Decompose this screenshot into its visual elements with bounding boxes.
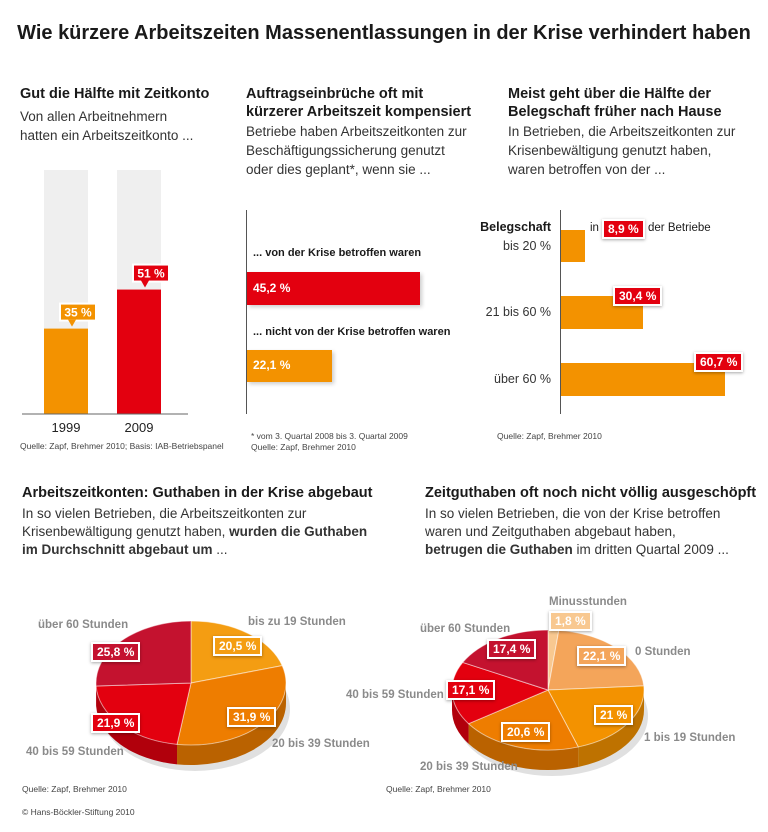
pie2-label-1-19: 1 bis 19 Stunden [644,732,736,744]
panel2-heading-2: kürzerer Arbeitszeit kompensiert [246,104,472,120]
pie-slice-über 60 Stunden [95,620,192,687]
pie-side-1 bis 19 Stunden [578,690,644,767]
panel3-subtitle-3: waren betroffen von der ... [508,162,666,177]
page-title: Wie kürzere Arbeitszeiten Massenentlassu… [17,22,751,44]
panel4-heading: Arbeitszeitkonten: Guthaben in der Krise… [22,485,373,501]
badge-up-to-20: 8,9 % [602,219,645,239]
pie1-label-40-59: 40 bis 59 Stunden [26,746,124,758]
bar-badge-1999 [59,302,97,322]
pie1-label-over-60: über 60 Stunden [38,619,129,631]
pie1-badge-over-60: 25,8 % [91,642,141,662]
panel4-subtitle-2b: wurden die Guthaben [229,524,368,539]
year-label: 2009 [125,420,154,435]
panel2-heading-1: Auftragseinbrüche oft mit [246,86,424,102]
pie1-label-20-39: 20 bis 39 Stunden [272,738,370,750]
panel3-subtitle-2: Krisenbewältigung genutzt haben, [508,143,712,158]
bar-not-affected [247,350,332,382]
bar-1999 [44,328,88,414]
panel3-axis-title: Belegschaft [480,220,551,234]
pie-side-20 bis 39 Stunden [468,723,579,770]
badge-pointer [68,319,76,327]
pie-hours-remaining [451,629,648,776]
panel1-source: Quelle: Zapf, Brehmer 2010; Basis: IAB-B… [20,441,224,451]
pie1-badge-40-59: 21,9 % [91,713,141,733]
pie2-badge-minus: 1,8 % [549,611,592,631]
pie1-label-up-to-19: bis zu 19 Stunden [248,616,346,628]
panel2-subtitle-1: Betriebe haben Arbeitszeitkonten zur [246,124,467,139]
panel3-axis [560,210,561,414]
pie-slice-20 bis 39 Stunden [467,689,579,751]
panel3-der-betriebe-label: der Betriebe [648,222,711,234]
pie2-badge-0: 22,1 % [577,646,627,666]
pie-hours-reduced [95,620,290,771]
panel1-heading: Gut die Hälfte mit Zeitkonto [20,86,210,102]
pie2-label-0: 0 Stunden [635,646,691,658]
bar-label-crisis-affected: 45,2 % [253,281,291,295]
pie2-label-minus: Minusstunden [549,596,627,608]
panel2-category-1: ... von der Krise betroffen waren [253,247,422,259]
panel1-subtitle-2: hatten ein Arbeitszeitkonto ... [20,128,194,143]
panel1-subtitle-1: Von allen Arbeitnehmern [20,109,168,124]
panel4-subtitle-1: In so vielen Betrieben, die Arbeitszeitk… [22,506,307,521]
badge-21-to-60: 30,4 % [613,286,663,306]
pie2-badge-1-19: 21 % [594,705,634,725]
panel3-source: Quelle: Zapf, Brehmer 2010 [497,431,602,441]
panel5-source: Quelle: Zapf, Brehmer 2010 [386,784,491,794]
panel2-subtitle-2: Beschäftigungssicherung genutzt [246,143,445,158]
panel4-source: Quelle: Zapf, Brehmer 2010 [22,784,127,794]
pie2-label-40-59: 40 bis 59 Stunden [346,689,444,701]
panel3-heading-1: Meist geht über die Hälfte der [508,86,712,102]
panel4-subtitle-3a: im Durchschnitt abgebaut um [22,542,213,557]
badge-pointer [141,280,149,288]
copyright: © Hans-Böckler-Stiftung 2010 [22,807,135,817]
panel2-category-2: ... nicht von der Krise betroffen waren [253,326,451,338]
panel5-heading: Zeitguthaben oft noch nicht völlig ausge… [425,485,757,501]
panel2-source: Quelle: Zapf, Brehmer 2010 [251,442,356,452]
bar-badge-2009 [132,263,170,283]
panel3-subtitle-1: In Betrieben, die Arbeitszeitkonten zur [508,124,736,139]
panel3-category-2: 21 bis 60 % [485,305,551,319]
pie2-label-20-39: 20 bis 39 Stunden [420,761,518,773]
panel3-category-3: über 60 % [494,372,551,386]
pie2-badge-over-60: 17,4 % [487,639,537,659]
badge-over-60: 60,7 % [694,352,744,372]
panel2-axis [246,210,247,414]
year-label: 1999 [52,420,81,435]
panel5-subtitle-2: waren und Zeitguthaben abgebaut haben, [425,524,676,539]
pie2-badge-20-39: 20,6 % [501,722,551,742]
pie2-badge-40-59: 17,1 % [446,680,496,700]
panel4-subtitle-2a: Krisenbewältigung genutzt haben, [22,524,230,539]
bar-value-label: 35 % [64,306,92,320]
panel5-subtitle-3a: betrugen die Guthaben [425,542,573,557]
panel4-subtitle-2: Krisenbewältigung genutzt haben, wurden … [22,522,367,541]
panel3-category-1: bis 20 % [503,239,551,253]
panel4-subtitle-3b: ... [212,542,228,557]
bar-label-not-affected: 22,1 % [253,358,291,372]
panel2-footnote: * vom 3. Quartal 2008 bis 3. Quartal 200… [251,431,408,441]
bar-value-label: 51 % [137,267,165,281]
pie1-badge-20-39: 31,9 % [227,707,277,727]
bar-staff-up-to-20 [561,230,586,262]
panel5-subtitle-3b: im dritten Quartal 2009 ... [572,542,729,557]
bar-2009 [117,289,161,414]
pie-side-40 bis 59 Stunden [452,690,469,744]
pie-side-40 bis 59 Stunden [96,686,178,765]
panel2-subtitle-3: oder dies geplant*, wenn sie ... [246,162,431,177]
chart-employees-with-account: 35 % 1999 51 % 2009 [22,170,188,435]
panel5-subtitle-1: In so vielen Betrieben, die von der Kris… [425,506,721,521]
bar-crisis-affected [247,272,421,305]
panel5-subtitle-3: betrugen die Guthaben im dritten Quartal… [425,540,729,559]
pie2-label-over-60: über 60 Stunden [420,623,511,635]
panel4-subtitle-3: im Durchschnitt abgebaut um ... [22,540,228,559]
panel3-heading-2: Belegschaft früher nach Hause [508,104,722,120]
pie1-badge-up-to-19: 20,5 % [213,636,263,656]
panel3-in-label: in [590,222,599,234]
